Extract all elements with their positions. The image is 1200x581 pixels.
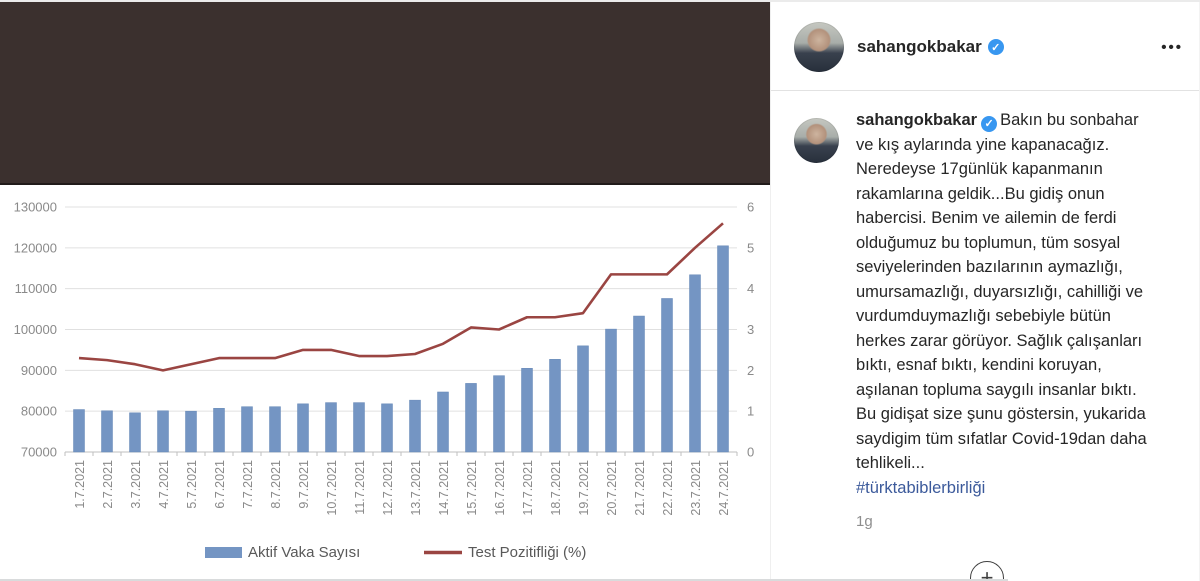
hashtag-link[interactable]: #türktabiblerbirliği xyxy=(856,478,986,497)
svg-text:4.7.2021: 4.7.2021 xyxy=(157,460,171,509)
caption-text: Bakın bu sonbahar ve kış aylarında yine … xyxy=(856,111,1147,472)
more-options-button[interactable]: ••• xyxy=(1161,39,1183,56)
svg-text:21.7.2021: 21.7.2021 xyxy=(633,460,647,516)
svg-text:2: 2 xyxy=(747,363,754,378)
svg-text:3: 3 xyxy=(747,322,754,337)
svg-text:12.7.2021: 12.7.2021 xyxy=(381,460,395,516)
svg-text:6: 6 xyxy=(747,200,754,215)
svg-text:5: 5 xyxy=(747,240,754,255)
svg-text:14.7.2021: 14.7.2021 xyxy=(437,460,451,516)
covid-chart: 70000 80000 90000 100000 110000 120000 130000 0… xyxy=(0,187,770,581)
svg-text:130000: 130000 xyxy=(14,200,57,215)
svg-text:9.7.2021: 9.7.2021 xyxy=(297,460,311,509)
svg-text:15.7.2021: 15.7.2021 xyxy=(465,460,479,516)
load-more-comments-button[interactable]: + xyxy=(970,561,1004,581)
svg-text:19.7.2021: 19.7.2021 xyxy=(577,460,591,516)
svg-text:7.7.2021: 7.7.2021 xyxy=(241,460,255,509)
post-image-dark-banner xyxy=(0,2,770,185)
svg-text:Aktif Vaka Sayısı: Aktif Vaka Sayısı xyxy=(248,544,360,561)
header-user: sahangokbakar ✓ xyxy=(857,37,1004,57)
svg-text:100000: 100000 xyxy=(14,322,57,337)
bottom-edge-strip xyxy=(0,579,1008,581)
svg-text:2.7.2021: 2.7.2021 xyxy=(101,460,115,509)
covid-chart-svg: 70000 80000 90000 100000 110000 120000 130000 0… xyxy=(14,200,755,562)
svg-text:13.7.2021: 13.7.2021 xyxy=(409,460,423,516)
svg-text:90000: 90000 xyxy=(21,363,57,378)
svg-text:110000: 110000 xyxy=(15,281,57,296)
svg-text:6.7.2021: 6.7.2021 xyxy=(213,460,227,509)
timestamp: 1g xyxy=(856,513,873,530)
svg-text:1.7.2021: 1.7.2021 xyxy=(73,460,87,509)
svg-text:24.7.2021: 24.7.2021 xyxy=(717,460,731,516)
avatar[interactable] xyxy=(794,22,844,72)
svg-text:120000: 120000 xyxy=(14,240,57,255)
svg-text:8.7.2021: 8.7.2021 xyxy=(269,460,283,509)
caption: sahangokbakar ✓ Bakın bu sonbahar ve kış a… xyxy=(856,108,1158,500)
svg-text:0: 0 xyxy=(747,445,754,460)
svg-text:20.7.2021: 20.7.2021 xyxy=(605,460,619,516)
post-detail-panel: sahangokbakar ✓ ••• sahangokbakar ✓ Bakın … xyxy=(770,2,1200,581)
svg-text:4: 4 xyxy=(747,281,754,296)
svg-text:18.7.2021: 18.7.2021 xyxy=(549,460,563,516)
svg-text:1: 1 xyxy=(747,404,754,419)
svg-text:22.7.2021: 22.7.2021 xyxy=(661,460,675,516)
svg-text:80000: 80000 xyxy=(21,404,57,419)
caption-username-link[interactable]: sahangokbakar xyxy=(856,111,978,129)
username-link[interactable]: sahangokbakar xyxy=(857,37,982,56)
post-image: 70000 80000 90000 100000 110000 120000 130000 0… xyxy=(0,2,770,581)
verified-icon: ✓ xyxy=(987,39,1004,55)
svg-text:70000: 70000 xyxy=(21,445,57,460)
svg-text:11.7.2021: 11.7.2021 xyxy=(353,460,367,515)
plus-icon: + xyxy=(980,565,994,581)
svg-text:17.7.2021: 17.7.2021 xyxy=(521,460,535,516)
svg-text:10.7.2021: 10.7.2021 xyxy=(325,460,339,516)
svg-text:16.7.2021: 16.7.2021 xyxy=(493,460,507,516)
caption-verified-icon: ✓ xyxy=(981,116,998,133)
svg-text:23.7.2021: 23.7.2021 xyxy=(689,460,703,516)
svg-text:3.7.2021: 3.7.2021 xyxy=(129,460,143,509)
caption-avatar[interactable] xyxy=(794,118,839,163)
svg-text:Test Pozitifliği (%): Test Pozitifliği (%) xyxy=(468,544,586,561)
post-header: sahangokbakar ✓ ••• xyxy=(771,5,1199,91)
svg-text:5.7.2021: 5.7.2021 xyxy=(185,460,199,509)
